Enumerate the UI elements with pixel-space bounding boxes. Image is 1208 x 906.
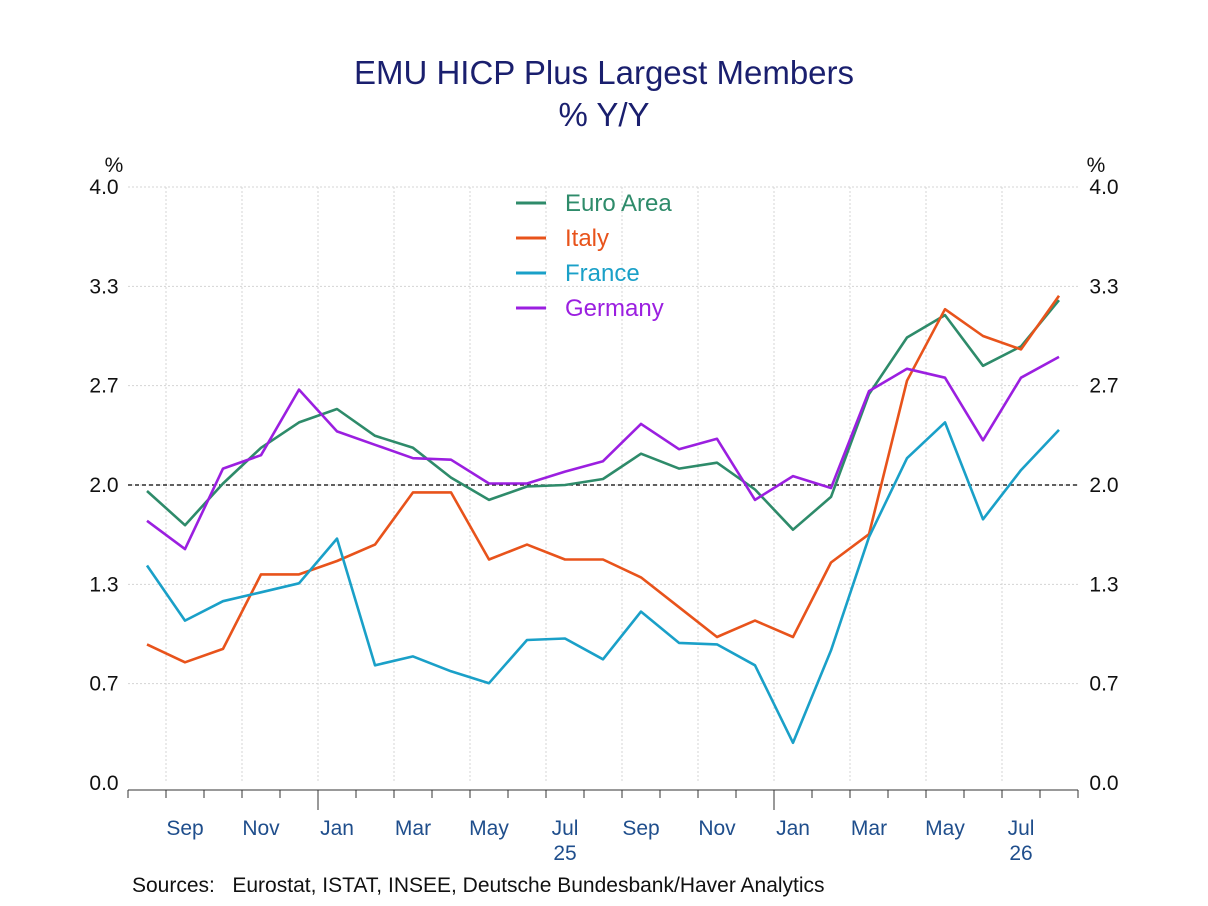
sources-note: Sources: Eurostat, ISTAT, INSEE, Deutsch… <box>132 874 825 897</box>
x-tick-label: Nov <box>698 817 736 840</box>
y-tick-label-left: 1.3 <box>89 573 118 596</box>
x-tick-label: Jan <box>320 817 354 840</box>
chart-subtitle: % Y/Y <box>558 96 650 133</box>
y-tick-label-right: 1.3 <box>1089 573 1118 596</box>
x-tick-label: Mar <box>395 817 431 840</box>
x-tick-label: Jan <box>776 817 810 840</box>
y-tick-label-right: 0.7 <box>1089 673 1118 696</box>
legend-label: Italy <box>565 225 609 252</box>
x-tick-label: Sep <box>622 817 659 840</box>
chart-title: EMU HICP Plus Largest Members <box>353 54 855 91</box>
legend: Euro Area Italy France Germany <box>516 190 672 322</box>
x-tick-label: May <box>469 817 509 840</box>
axes <box>127 484 1079 810</box>
y-tick-label-left: 4.0 <box>89 176 118 199</box>
x-year-label: 26 <box>1009 842 1032 865</box>
legend-label: Germany <box>565 295 664 322</box>
y-unit-right: % <box>1087 154 1106 177</box>
x-year-label: 25 <box>553 842 576 865</box>
y-tick-label-right: 2.0 <box>1089 474 1118 497</box>
y-tick-label-left: 0.7 <box>89 673 118 696</box>
y-tick-label-left: 2.0 <box>89 474 118 497</box>
series-lines <box>145 295 1061 745</box>
y-axis-right: 0.0 0.7 1.3 2.0 2.7 3.3 4.0 <box>1089 176 1118 795</box>
y-tick-label-right: 0.0 <box>1089 772 1118 795</box>
x-tick-label: Mar <box>851 817 887 840</box>
y-tick-label-right: 2.7 <box>1089 375 1118 398</box>
legend-label: France <box>565 260 640 287</box>
series-line-france <box>145 421 1060 745</box>
x-tick-label: Jul <box>1008 817 1035 840</box>
series-line-euro-area <box>146 299 1061 532</box>
y-unit-left: % <box>105 154 124 177</box>
x-tick-label: Jul <box>552 817 579 840</box>
x-tick-label: Sep <box>166 817 203 840</box>
series-line-germany <box>146 355 1060 551</box>
y-tick-label-right: 3.3 <box>1089 275 1118 298</box>
x-tick-label: May <box>925 817 965 840</box>
y-tick-label-left: 0.0 <box>89 772 118 795</box>
y-tick-label-left: 2.7 <box>89 375 118 398</box>
legend-label: Euro Area <box>565 190 672 217</box>
series-line-italy <box>146 295 1061 664</box>
y-tick-label-right: 4.0 <box>1089 176 1118 199</box>
y-tick-label-left: 3.3 <box>89 275 118 298</box>
y-axis-left: 0.0 0.7 1.3 2.0 2.7 3.3 4.0 <box>89 176 118 795</box>
x-tick-label: Nov <box>242 817 280 840</box>
